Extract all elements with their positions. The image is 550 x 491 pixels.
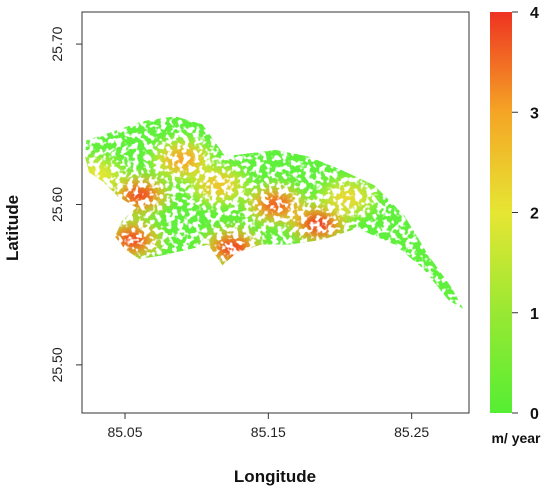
colorbar-gradient [490, 12, 512, 413]
x-tick-label: 85.25 [394, 424, 429, 440]
y-tick-label: 25.70 [49, 26, 65, 61]
x-axis-title: Longitude [234, 467, 316, 486]
x-tick-label: 85.15 [251, 424, 286, 440]
y-axis-title: Latitude [3, 195, 22, 261]
colorbar-unit: m/ year [491, 430, 541, 446]
colorbar-tick-label: 4 [530, 5, 539, 22]
colorbar-tick-label: 2 [530, 206, 539, 223]
colorbar-ticks: 0 1 2 3 4 [512, 5, 539, 423]
x-tick-label: 85.05 [107, 424, 142, 440]
y-tick-label: 25.50 [49, 347, 65, 382]
colorbar-tick-label: 3 [530, 105, 539, 122]
x-axis: 85.05 85.15 85.25 [107, 413, 429, 440]
colorbar-tick-label: 1 [530, 306, 539, 323]
y-tick-label: 25.60 [49, 187, 65, 222]
colorbar-tick-label: 0 [530, 406, 539, 423]
y-axis: 25.50 25.60 25.70 [49, 26, 82, 382]
